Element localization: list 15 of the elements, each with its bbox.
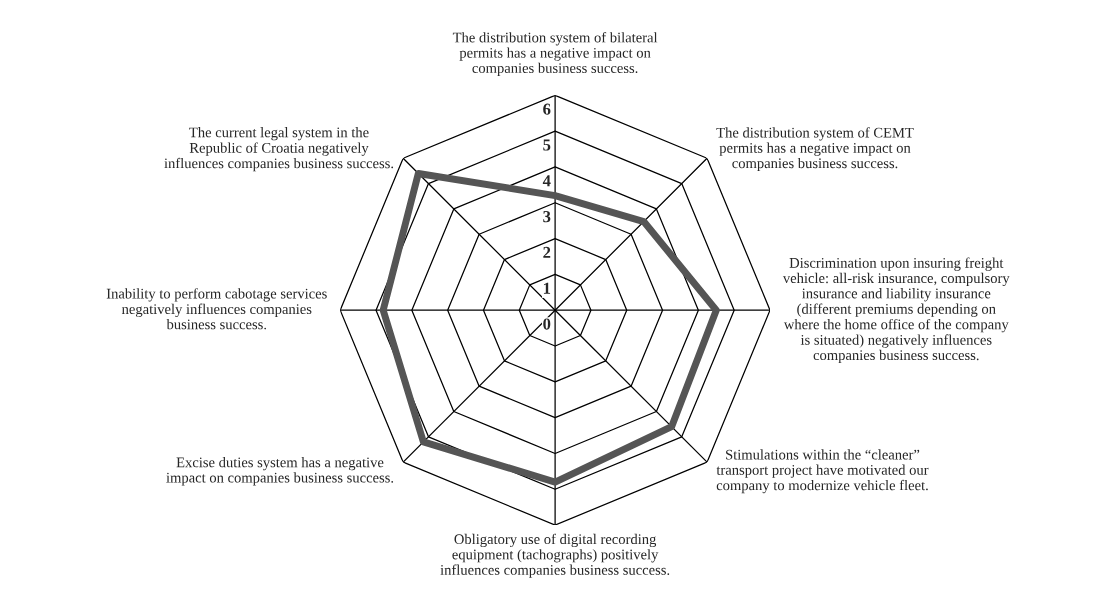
spoke-label: Inability to perform cabotage services negatively influences companies business success. [106, 288, 327, 330]
y-tick-label: 3 [543, 211, 551, 223]
spoke-label: Discrimination upon insuring freight vehicle: all-risk insurance, compulsory insurance and liability insurance (different premiums depending on where the home office of the company is situated) negatively influences companies business success. [782, 257, 1010, 364]
spoke-label: The distribution system of CEMT permits has a negative impact on companies business success. [716, 127, 914, 172]
spoke-label: The current legal system in the Republic of Croatia negatively influences companies business success. [164, 127, 394, 172]
spoke-label: Stimulations within the “cleaner” transport project have motivated our company to modernize vehicle fleet. [716, 449, 929, 494]
y-tick-label: 4 [542, 175, 551, 187]
y-tick-label: 6 [543, 103, 551, 115]
y-tick-label: 0 [543, 318, 551, 330]
y-tick-label: 2 [543, 246, 551, 258]
spoke-label: Excise duties system has a negative impact on companies business success. [166, 457, 394, 486]
spoke-label: Obligatory use of digital recording equipment (tachographs) positively influences companies business success. [440, 533, 670, 578]
spoke-label: The distribution system of bilateral permits has a negative impact on companies business success. [452, 32, 658, 76]
y-tick-label: 5 [543, 139, 551, 151]
y-tick-label: 1 [543, 282, 551, 294]
